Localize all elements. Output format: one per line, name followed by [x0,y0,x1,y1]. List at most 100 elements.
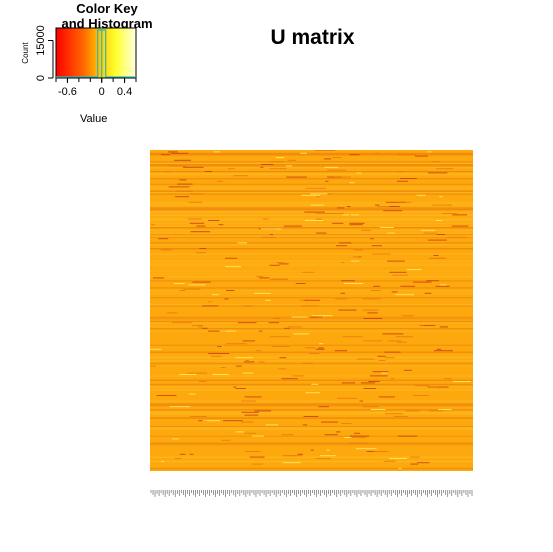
heatmap-row [150,413,473,415]
heatmap-cell [339,242,352,244]
heatmap-cell [311,315,333,317]
heatmap-cell [259,277,270,279]
heatmap-row [150,389,473,391]
heatmap-row [150,365,473,367]
heatmap-row [150,326,473,328]
heatmap-row [150,425,473,428]
heatmap-cell [372,371,389,373]
heatmap-cell [244,432,257,434]
heatmap-row [150,235,473,237]
heatmap-cell [427,151,432,153]
heatmap-cell [260,166,264,168]
heatmap-cell [356,358,375,360]
heatmap-cell [302,362,314,364]
heatmap-cell [261,236,276,238]
heatmap-row [150,178,473,180]
heatmap-cell [244,451,261,452]
heatmap-row [150,173,473,176]
heatmap-row [150,264,473,267]
heatmap-row [150,355,473,358]
heatmap-cell [224,266,241,268]
heatmap-cell [442,213,458,214]
heatmap-cell [407,269,422,270]
heatmap-cell [435,220,443,221]
heatmap-row [150,222,473,225]
heatmap-cell [278,368,287,370]
heatmap-row [150,344,473,346]
heatmap-cell [363,340,383,342]
heatmap-row [150,227,473,229]
heatmap-row [150,411,473,414]
color-key-ylabel: Count [21,42,30,64]
heatmap-cell [208,301,212,303]
heatmap-row [150,327,473,330]
heatmap-cell [318,347,324,349]
heatmap-cell [393,416,408,417]
heatmap-cell [325,180,329,182]
heatmap-cell [224,257,238,259]
heatmap-cell [175,196,190,198]
heatmap-row [150,248,473,250]
heatmap-row [150,290,473,292]
heatmap-cell [381,372,388,374]
color-key-title-line1: Color Key [76,1,138,16]
heatmap-cell [150,348,162,350]
heatmap-cell [251,463,263,465]
color-key-title-line2: and Histogram [61,16,153,31]
heatmap-cell [302,271,315,273]
heatmap-cell [374,152,379,154]
key-x-tick-label: 0.4 [117,86,132,98]
heatmap-row [150,320,473,323]
heatmap-row [150,456,473,458]
heatmap-cell [432,161,440,163]
heatmap-cell [382,333,404,335]
heatmap-cell [343,283,364,284]
key-x-tick-label: -0.6 [58,86,77,98]
heatmap-cell [433,350,453,352]
heatmap-cell [187,372,208,374]
heatmap-cell [349,154,360,156]
heatmap-row [150,417,473,419]
heatmap-cell [160,154,171,156]
heatmap-cell [258,361,265,363]
heatmap-cell [323,158,332,160]
heatmap-cell [423,232,438,234]
heatmap-cell [196,225,206,227]
heatmap-cell [419,325,436,326]
heatmap-cell [356,448,377,450]
key-y-tick-label: 0 [35,75,47,81]
heatmap-cell [188,284,206,286]
heatmap-cell [175,458,182,459]
heatmap-cell [179,179,187,181]
heatmap-cell [241,421,255,423]
heatmap-cell [300,305,319,307]
heatmap-cell [160,460,165,462]
heatmap-cell [370,238,374,240]
heatmap-cell [419,325,425,326]
heatmap-cell [271,346,290,347]
heatmap-cell [286,455,303,457]
heatmap-cell [255,350,262,352]
heatmap-cell [438,409,452,410]
heatmap-cell [258,330,263,332]
heatmap-cell [224,298,229,300]
heatmap-cell [237,242,247,244]
heatmap-cell [245,360,250,361]
heatmap-cell [348,442,369,444]
heatmap-cell [275,157,285,158]
heatmap-row [150,154,473,156]
heatmap-cell [188,218,202,220]
heatmap-cell [191,325,204,326]
heatmap-row [150,435,473,437]
heatmap-cell [188,393,196,395]
heatmap-cell [318,406,329,408]
heatmap-cell [202,420,221,422]
heatmap-cell [287,159,297,161]
heatmap-row [150,404,473,407]
heatmap-cell [265,299,271,301]
heatmap-row [150,162,473,164]
heatmap-cell [207,330,227,332]
heatmap-row [150,330,473,332]
heatmap-cell [433,255,439,256]
heatmap-cell [377,206,395,207]
